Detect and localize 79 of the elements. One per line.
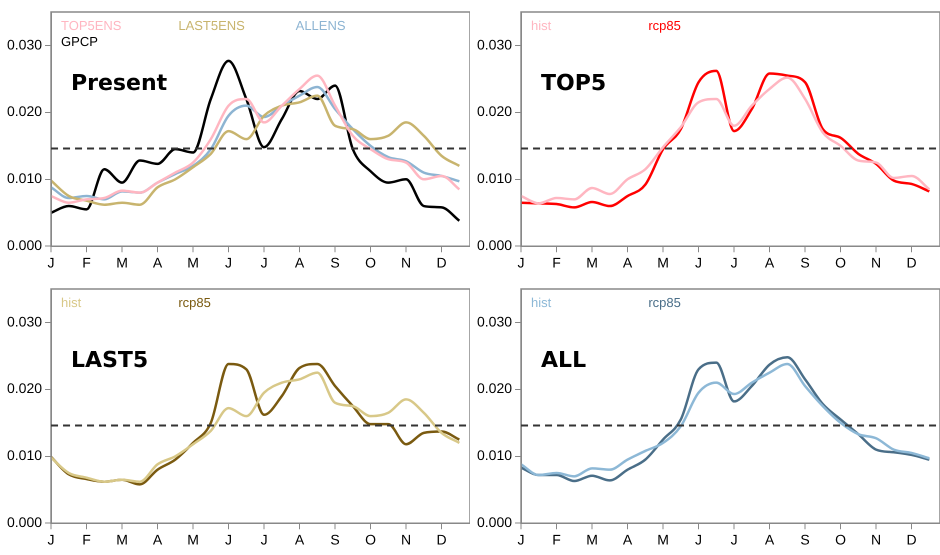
y-tick-label: 0.000 [6, 237, 42, 254]
x-tick-label: O [365, 531, 376, 548]
x-tick-label: M [116, 254, 128, 270]
text: hist [61, 295, 82, 310]
x-tick-label: O [365, 254, 376, 270]
text: TOP5ENS [61, 18, 122, 34]
y-tick-label: 0.020 [6, 103, 42, 120]
x-tick-label: J [695, 254, 702, 270]
x-tick-label: A [294, 254, 305, 270]
x-tick-label: N [871, 531, 882, 548]
x-tick-label: J [225, 531, 232, 548]
y-tick-label: 0.020 [476, 380, 512, 396]
x-tick-label: N [401, 531, 412, 548]
y-tick-label: 0.010 [476, 447, 512, 464]
x-tick-label: J [518, 531, 525, 548]
text: rcp85 [648, 18, 681, 34]
x-tick-label: J [730, 531, 738, 548]
x-tick-label: D [436, 531, 447, 548]
x-tick-label: A [294, 531, 305, 548]
x-tick-label: J [225, 254, 232, 270]
y-tick-label: 0.010 [476, 170, 512, 186]
x-tick-label: M [657, 531, 669, 548]
annotation: Present [71, 71, 168, 96]
x-tick-label: F [552, 254, 561, 270]
x-tick-label: M [657, 254, 669, 270]
x-tick-label: J [48, 531, 55, 548]
x-tick-label: A [622, 531, 633, 548]
text: hist [531, 18, 552, 34]
x-tick-label: O [835, 254, 846, 270]
x-tick-label: N [871, 254, 882, 270]
text: hist [531, 295, 552, 310]
annotation: TOP5 [541, 71, 606, 96]
x-tick-label: M [586, 254, 598, 270]
x-tick-label: F [82, 254, 91, 270]
y-tick-label: 0.030 [6, 36, 42, 52]
y-tick-label: 0.030 [476, 36, 512, 52]
x-tick-label: N [401, 254, 412, 270]
y-tick-label: 0.030 [476, 313, 512, 330]
x-tick-label: O [835, 531, 846, 548]
x-tick-label: A [152, 254, 163, 270]
x-tick-label: S [800, 531, 810, 548]
y-tick-label: 0.000 [476, 237, 512, 254]
x-tick-label: D [906, 254, 917, 270]
text: rcp85 [178, 295, 211, 310]
x-tick-label: J [260, 254, 268, 270]
y-tick-label: 0.000 [6, 514, 42, 530]
x-tick-label: M [187, 254, 199, 270]
x-tick-label: A [764, 254, 775, 270]
x-tick-label: S [330, 254, 340, 270]
x-tick-label: J [260, 531, 268, 548]
y-tick-label: 0.020 [476, 103, 512, 120]
x-tick-label: A [622, 254, 633, 270]
y-tick-label: 0.030 [6, 313, 42, 330]
line-series [51, 60, 461, 222]
text: GPCP [61, 34, 98, 50]
x-tick-label: A [152, 531, 163, 548]
x-tick-label: J [518, 254, 525, 270]
y-tick-label: 0.010 [6, 170, 42, 186]
x-tick-label: J [48, 254, 55, 270]
x-tick-label: D [436, 254, 447, 270]
x-tick-label: F [552, 531, 561, 548]
x-tick-label: A [764, 531, 775, 548]
x-tick-label: J [695, 531, 702, 548]
y-tick-label: 0.000 [476, 514, 512, 530]
x-tick-label: D [906, 531, 917, 548]
text: LAST5ENS [178, 18, 246, 34]
x-tick-label: S [800, 254, 810, 270]
text: ALLENS [296, 18, 346, 34]
x-tick-label: F [82, 531, 91, 548]
text: rcp85 [648, 295, 681, 310]
annotation: LAST5 [71, 348, 148, 373]
annotation: ALL [541, 348, 586, 373]
y-tick-label: 0.020 [6, 380, 42, 396]
x-tick-label: M [187, 531, 199, 548]
x-tick-label: M [116, 531, 128, 548]
y-tick-label: 0.010 [6, 447, 42, 464]
x-tick-label: S [330, 531, 340, 548]
x-tick-label: M [586, 531, 598, 548]
x-tick-label: J [730, 254, 738, 270]
